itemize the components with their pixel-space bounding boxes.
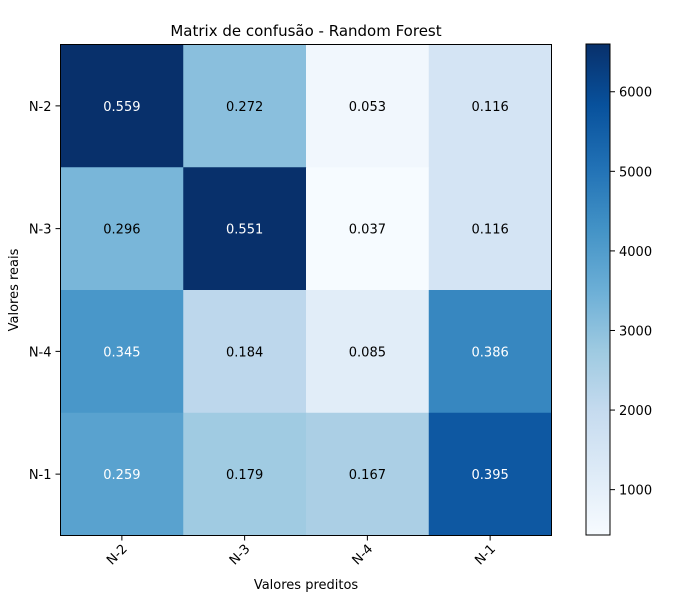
heatmap-cell-r3-c1 xyxy=(183,412,307,536)
y-tick-label: N-1 xyxy=(29,468,52,483)
x-tick-labels: N-2 N-3 N-4 N-1 xyxy=(104,535,499,569)
chart-title: Matrix de confusão - Random Forest xyxy=(170,22,441,40)
cell-value-label: 0.259 xyxy=(103,468,140,483)
cell-value-label: 0.116 xyxy=(472,100,509,115)
heatmap-cell-r0-c1 xyxy=(183,44,307,168)
cell-value-label: 0.551 xyxy=(226,223,263,238)
colorbar-tick-label: 5000 xyxy=(619,165,652,180)
heatmap-cell-r2-c3 xyxy=(428,290,552,414)
colorbar xyxy=(585,43,611,536)
colorbar-tick-label: 4000 xyxy=(619,245,652,260)
cell-value-label: 0.296 xyxy=(103,223,140,238)
colorbar-tick-label: 2000 xyxy=(619,404,652,419)
heatmap-cell-r1-c3 xyxy=(428,167,552,291)
heatmap-cells: 0.559 0.272 0.053 0.116 0.296 0.551 0.037 0.116… xyxy=(60,44,552,536)
cell-value-label: 0.386 xyxy=(472,345,509,360)
heatmap-cell-r2-c1 xyxy=(183,290,307,414)
cell-value-label: 0.085 xyxy=(349,345,386,360)
heatmap-cell-r3-c2 xyxy=(306,412,430,536)
heatmap-cell-r2-c2 xyxy=(306,290,430,414)
x-tick-label: N-3 xyxy=(227,542,254,569)
heatmap-cell-r0-c3 xyxy=(428,44,552,168)
heatmap-cell-r2-c0 xyxy=(60,290,184,414)
cell-value-label: 0.184 xyxy=(226,345,263,360)
heatmap-cell-r0-c0 xyxy=(60,44,184,168)
heatmap-cell-r1-c1 xyxy=(183,167,307,291)
heatmap-cell-r3-c3 xyxy=(428,412,552,536)
colorbar-tick-label: 1000 xyxy=(619,484,652,499)
heatmap-cell-r0-c2 xyxy=(306,44,430,168)
y-tick-labels: N-2 N-3 N-4 N-1 xyxy=(29,100,61,483)
cell-value-label: 0.272 xyxy=(226,100,263,115)
y-tick-label: N-4 xyxy=(29,345,52,360)
colorbar-tick-label: 6000 xyxy=(619,86,652,101)
cell-value-label: 0.345 xyxy=(103,345,140,360)
cell-value-label: 0.116 xyxy=(472,223,509,238)
colorbar-ticks: 1000 2000 3000 4000 5000 6000 xyxy=(610,86,652,499)
heatmap-cell-r3-c0 xyxy=(60,412,184,536)
y-axis-label: Valores reais xyxy=(7,248,22,331)
cell-value-label: 0.167 xyxy=(349,468,386,483)
y-tick-label: N-2 xyxy=(29,100,52,115)
cell-value-label: 0.179 xyxy=(226,468,263,483)
cell-value-label: 0.037 xyxy=(349,223,386,238)
x-tick-label: N-1 xyxy=(472,542,499,569)
cell-value-label: 0.559 xyxy=(103,100,140,115)
heatmap-frame xyxy=(60,44,552,536)
y-tick-label: N-3 xyxy=(29,223,52,238)
heatmap-cell-r1-c0 xyxy=(60,167,184,291)
cell-value-label: 0.395 xyxy=(472,468,509,483)
x-tick-label: N-2 xyxy=(104,542,131,569)
colorbar-tick-label: 3000 xyxy=(619,324,652,339)
heatmap-cell-r1-c2 xyxy=(306,167,430,291)
x-axis-label: Valores preditos xyxy=(254,578,359,593)
x-tick-label: N-4 xyxy=(350,542,377,569)
cell-value-label: 0.053 xyxy=(349,100,386,115)
